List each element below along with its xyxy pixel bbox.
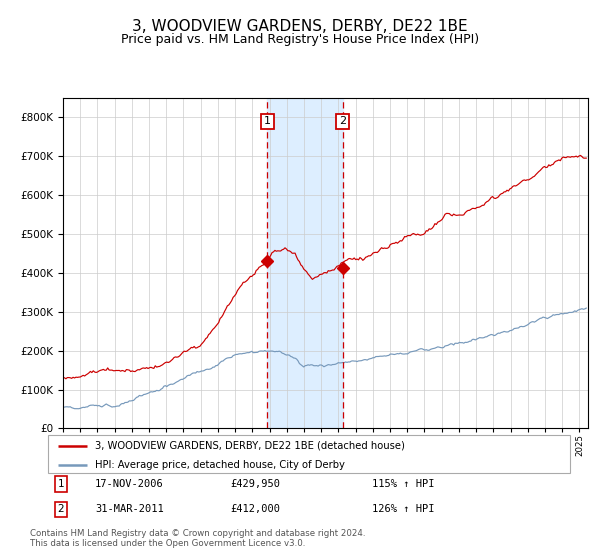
Text: 3, WOODVIEW GARDENS, DERBY, DE22 1BE: 3, WOODVIEW GARDENS, DERBY, DE22 1BE [132,19,468,34]
Text: 17-NOV-2006: 17-NOV-2006 [95,479,164,489]
Text: 31-MAR-2011: 31-MAR-2011 [95,504,164,514]
Bar [268,98,343,428]
Text: 2: 2 [58,504,64,514]
Text: HPI: Average price, detached house, City of Derby: HPI: Average price, detached house, City… [95,460,345,470]
Text: 126% ↑ HPI: 126% ↑ HPI [371,504,434,514]
Text: Price paid vs. HM Land Registry's House Price Index (HPI): Price paid vs. HM Land Registry's House … [121,32,479,46]
Text: 3, WOODVIEW GARDENS, DERBY, DE22 1BE (detached house): 3, WOODVIEW GARDENS, DERBY, DE22 1BE (de… [95,441,405,451]
Text: 115% ↑ HPI: 115% ↑ HPI [371,479,434,489]
Text: £429,950: £429,950 [230,479,281,489]
FancyBboxPatch shape [48,435,570,473]
Text: Contains HM Land Registry data © Crown copyright and database right 2024.
This d: Contains HM Land Registry data © Crown c… [30,529,365,548]
Text: 1: 1 [264,116,271,127]
Text: 1: 1 [58,479,64,489]
Text: £412,000: £412,000 [230,504,281,514]
Text: 2: 2 [339,116,346,127]
